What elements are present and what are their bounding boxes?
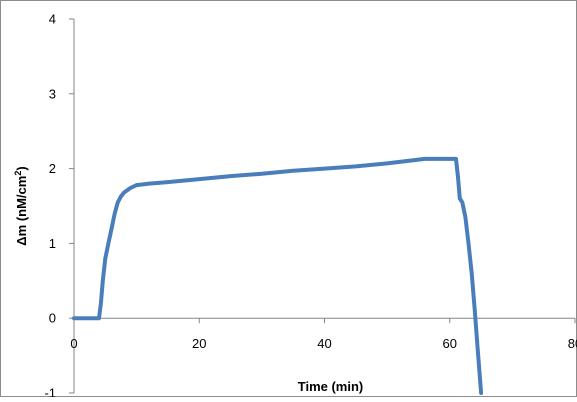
x-tick-label: 60 bbox=[443, 336, 457, 351]
x-tick-label: 80 bbox=[568, 336, 577, 351]
x-axis-ticks: 0 20 40 60 80 bbox=[70, 318, 577, 351]
y-tick-label: 0 bbox=[49, 311, 56, 326]
x-axis-title: Time (min) bbox=[298, 379, 364, 394]
y-tick-label: 3 bbox=[49, 86, 56, 101]
data-series-line bbox=[72, 156, 484, 395]
x-tick-label: 20 bbox=[192, 336, 206, 351]
y-tick-label: 2 bbox=[49, 161, 56, 176]
y-axis-ticks: -1 0 1 2 3 4 bbox=[44, 12, 74, 401]
x-tick-label: 40 bbox=[317, 336, 331, 351]
x-tick-label: 0 bbox=[70, 336, 77, 351]
y-tick-label: 4 bbox=[49, 12, 56, 27]
y-tick-label: 1 bbox=[49, 236, 56, 251]
y-axis-title: Δm (nM/cm2) bbox=[13, 166, 29, 245]
y-tick-label: -1 bbox=[44, 386, 56, 398]
